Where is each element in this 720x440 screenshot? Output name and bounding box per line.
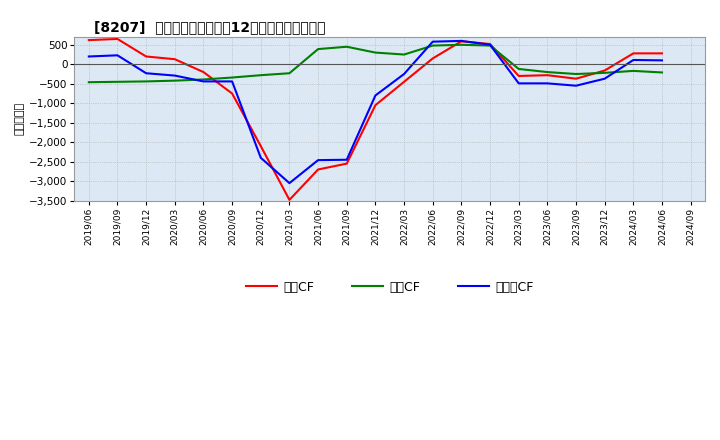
フリーCF: [199, 79, 208, 84]
投資CF: [457, 42, 466, 48]
営業CF: [514, 73, 523, 79]
Y-axis label: （百万円）: （百万円）: [15, 102, 25, 136]
フリーCF: [343, 157, 351, 162]
投資CF: [171, 78, 179, 83]
フリーCF: [514, 81, 523, 86]
フリーCF: [457, 38, 466, 44]
投資CF: [343, 44, 351, 49]
フリーCF: [228, 79, 236, 84]
営業CF: [572, 76, 580, 81]
投資CF: [113, 79, 122, 84]
Line: 投資CF: 投資CF: [89, 45, 662, 82]
投資CF: [228, 75, 236, 80]
フリーCF: [371, 93, 379, 98]
フリーCF: [657, 58, 666, 63]
フリーCF: [428, 39, 437, 44]
投資CF: [543, 70, 552, 75]
Line: フリーCF: フリーCF: [89, 41, 662, 183]
営業CF: [113, 37, 122, 42]
投資CF: [142, 79, 150, 84]
営業CF: [256, 143, 265, 149]
Text: [8207]  キャッシュフローの12か月移動合計の推移: [8207] キャッシュフローの12か月移動合計の推移: [94, 20, 325, 34]
フリーCF: [84, 54, 93, 59]
フリーCF: [572, 83, 580, 88]
営業CF: [371, 103, 379, 108]
フリーCF: [314, 158, 323, 163]
投資CF: [400, 52, 408, 57]
フリーCF: [629, 57, 638, 62]
営業CF: [314, 167, 323, 172]
営業CF: [428, 56, 437, 61]
投資CF: [314, 47, 323, 52]
投資CF: [657, 70, 666, 75]
フリーCF: [285, 180, 294, 186]
営業CF: [486, 41, 495, 47]
フリーCF: [142, 70, 150, 76]
投資CF: [629, 68, 638, 73]
フリーCF: [543, 81, 552, 86]
営業CF: [629, 51, 638, 56]
営業CF: [657, 51, 666, 56]
Legend: 営業CF, 投資CF, フリーCF: 営業CF, 投資CF, フリーCF: [241, 275, 539, 299]
投資CF: [84, 80, 93, 85]
投資CF: [600, 70, 609, 76]
投資CF: [486, 43, 495, 48]
営業CF: [600, 68, 609, 73]
投資CF: [199, 77, 208, 82]
営業CF: [543, 73, 552, 78]
営業CF: [400, 79, 408, 84]
営業CF: [199, 70, 208, 75]
営業CF: [84, 37, 93, 43]
フリーCF: [600, 76, 609, 81]
営業CF: [171, 57, 179, 62]
投資CF: [428, 43, 437, 48]
フリーCF: [256, 155, 265, 161]
フリーCF: [486, 42, 495, 48]
フリーCF: [113, 53, 122, 58]
投資CF: [371, 50, 379, 55]
投資CF: [514, 66, 523, 72]
営業CF: [228, 91, 236, 96]
投資CF: [256, 73, 265, 78]
投資CF: [285, 70, 294, 76]
営業CF: [343, 161, 351, 166]
投資CF: [572, 71, 580, 77]
フリーCF: [171, 73, 179, 78]
Line: 営業CF: 営業CF: [89, 39, 662, 200]
営業CF: [285, 197, 294, 202]
営業CF: [457, 39, 466, 44]
営業CF: [142, 54, 150, 59]
フリーCF: [400, 71, 408, 77]
